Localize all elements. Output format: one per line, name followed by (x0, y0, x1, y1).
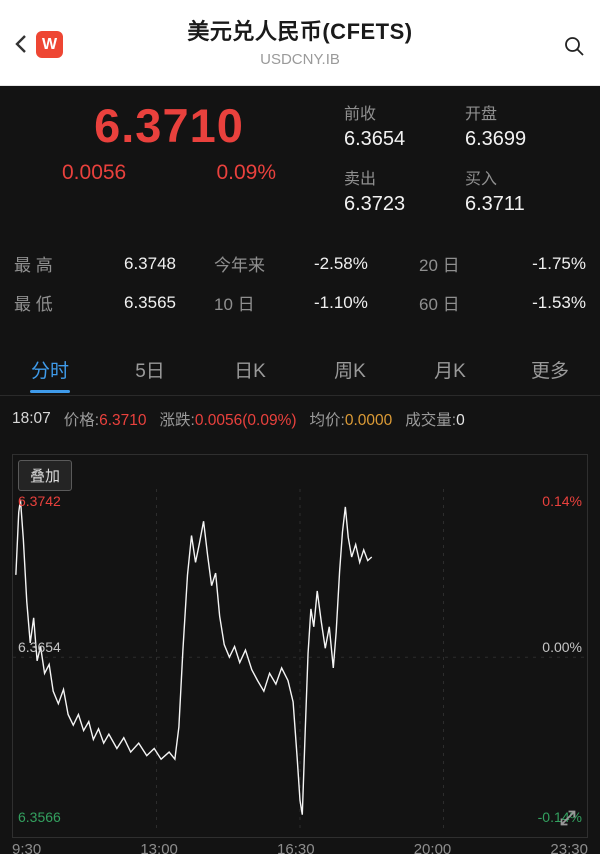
x-tick: 9:30 (12, 841, 42, 854)
field-prev-close: 前收 6.3654 (344, 100, 465, 151)
wind-logo: W (36, 31, 63, 58)
info-average: 均价:0.0000 (309, 412, 393, 429)
x-tick: 16:30 (277, 841, 315, 854)
tab-5day[interactable]: 5日 (135, 361, 165, 382)
stat-label-ytd: 今年来 (214, 256, 265, 275)
chart-panel[interactable]: 叠加 6.3742 6.3654 6.3566 0.14% 0.00% -0.1… (12, 454, 588, 838)
stat-label-60d: 60 日 (419, 295, 460, 314)
y-label-prev-close: 6.3654 (18, 639, 61, 655)
page-title: 美元兑人民币(CFETS) (187, 19, 413, 44)
tab-weekly-k[interactable]: 周K (334, 361, 366, 382)
info-change: 涨跌:0.0056(0.09%) (159, 412, 297, 429)
tab-intraday[interactable]: 分时 (0, 346, 100, 395)
field-ask: 卖出 6.3723 (344, 165, 465, 216)
stats-row: 最 高 6.3748 今年来 -2.58% 20 日 -1.75% (14, 244, 586, 283)
quote-summary: 6.3710 0.0056 0.09% 前收 6.3654 开盘 6.3699 … (14, 100, 586, 216)
crosshair-info-bar: 18:07 价格:6.3710 涨跌:0.0056(0.09%) 均价:0.00… (0, 396, 600, 442)
y-label-pct-high: 0.14% (542, 493, 582, 509)
price-line (16, 500, 372, 815)
stat-value-ytd: -2.58% (314, 253, 368, 273)
stats-row: 最 低 6.3565 10 日 -1.10% 60 日 -1.53% (14, 283, 586, 322)
back-button[interactable] (10, 32, 34, 56)
expand-icon (560, 810, 576, 826)
search-button[interactable] (562, 34, 586, 58)
field-value: 6.3699 (465, 128, 527, 150)
y-label-low: 6.3566 (18, 809, 61, 825)
field-open: 开盘 6.3699 (465, 100, 586, 151)
stat-value-20d: -1.75% (532, 253, 586, 273)
chevron-left-icon (15, 35, 26, 53)
x-tick: 13:00 (140, 841, 178, 854)
price-chart-plot[interactable] (13, 489, 587, 829)
info-time: 18:07 (12, 410, 51, 427)
field-label: 买入 (465, 171, 498, 188)
field-value: 6.3654 (344, 128, 406, 150)
fullscreen-button[interactable] (555, 805, 581, 831)
stat-label-10d: 10 日 (214, 295, 255, 314)
x-tick: 23:30 (550, 841, 588, 854)
tab-daily-k[interactable]: 日K (234, 361, 266, 382)
stat-value-60d: -1.53% (532, 292, 586, 312)
stat-value-10d: -1.10% (314, 292, 368, 312)
info-volume: 成交量:0 (405, 412, 465, 429)
instrument-code: USDCNY.IB (260, 51, 340, 68)
chart-period-tabs: 分时 5日 日K 周K 月K 更多 (0, 346, 600, 396)
field-value: 6.3723 (344, 193, 406, 215)
price-change: 0.0056 (62, 160, 127, 184)
stat-label-low: 最 低 (14, 295, 53, 314)
header: W 美元兑人民币(CFETS) USDCNY.IB (0, 0, 600, 86)
y-label-pct-zero: 0.00% (542, 639, 582, 655)
price-change-pct: 0.09% (216, 160, 276, 184)
time-axis: 9:30 13:00 16:30 20:00 23:30 (12, 841, 588, 854)
last-price: 6.3710 (94, 99, 244, 152)
stat-value-high: 6.3748 (124, 253, 176, 273)
stat-label-20d: 20 日 (419, 256, 460, 275)
stat-value-low: 6.3565 (124, 292, 176, 312)
stat-label-high: 最 高 (14, 256, 53, 275)
field-label: 开盘 (465, 106, 498, 123)
stats-section: 最 高 6.3748 今年来 -2.58% 20 日 -1.75% 最 低 6.… (14, 244, 586, 322)
y-label-pct-low: -0.14% (537, 809, 582, 825)
search-icon (565, 37, 584, 56)
y-label-high: 6.3742 (18, 493, 61, 509)
field-label: 卖出 (344, 171, 377, 188)
field-bid: 买入 6.3711 (465, 165, 586, 216)
field-value: 6.3711 (465, 193, 525, 215)
tab-more[interactable]: 更多 (530, 361, 569, 382)
tab-monthly-k[interactable]: 月K (434, 361, 466, 382)
field-label: 前收 (344, 106, 377, 123)
overlay-button[interactable]: 叠加 (18, 460, 73, 491)
x-tick: 20:00 (413, 841, 452, 854)
info-price: 价格:6.3710 (63, 412, 147, 429)
